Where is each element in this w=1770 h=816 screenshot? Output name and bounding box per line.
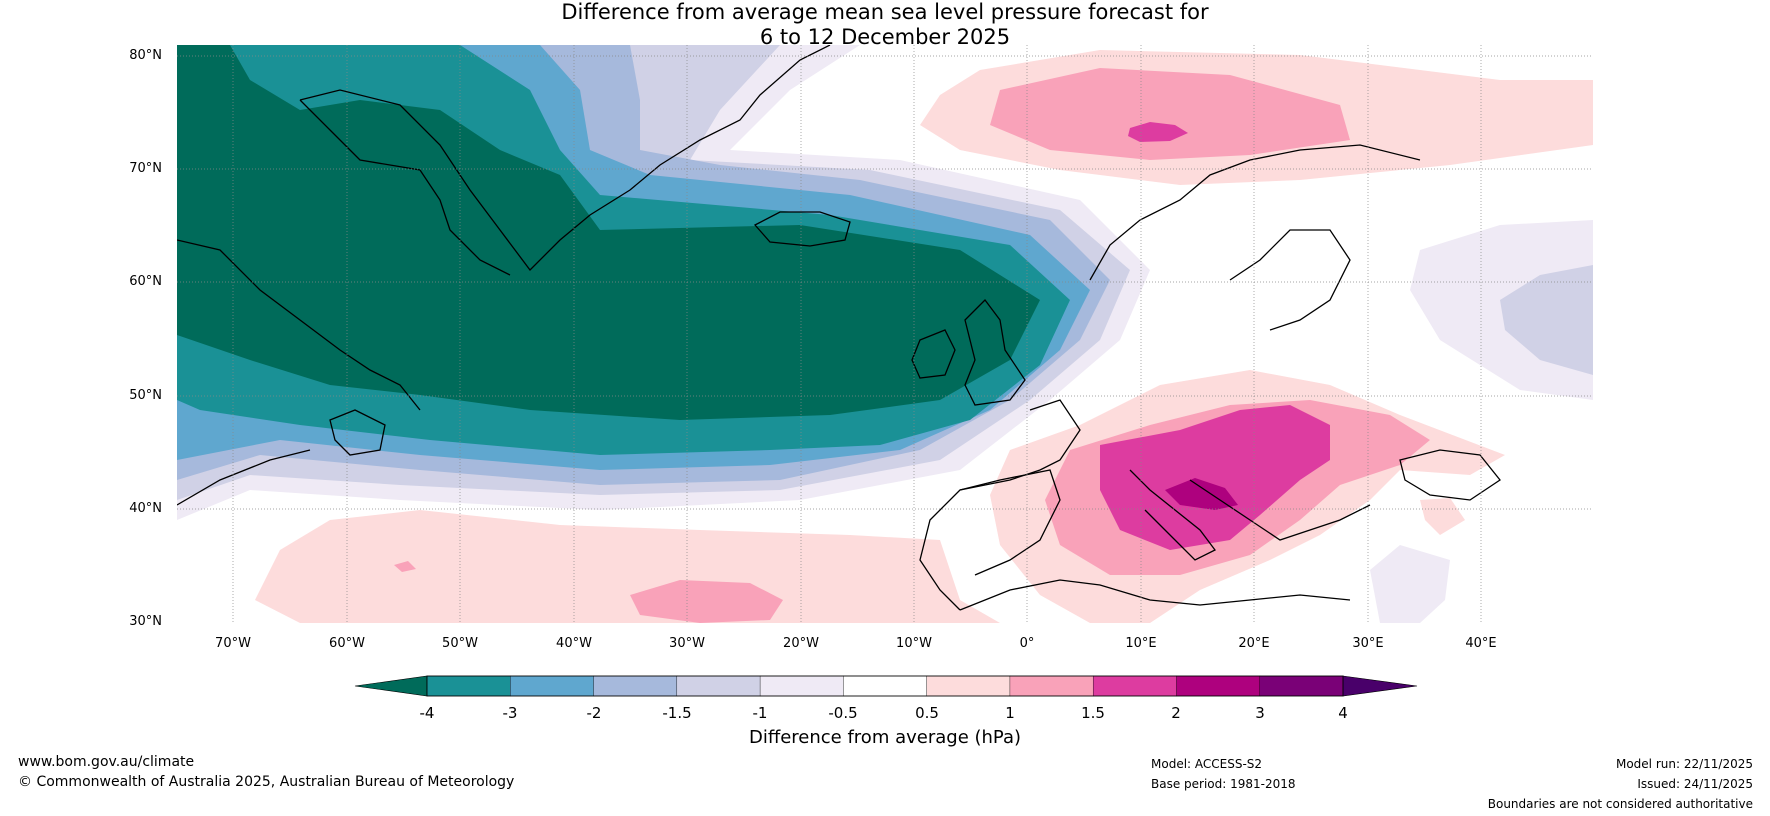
colorbar-extend-low xyxy=(354,675,428,697)
lat-label-80n: 80°N xyxy=(129,48,162,63)
nova-scotia-coast xyxy=(177,449,311,506)
colorbar-segment xyxy=(1092,675,1178,697)
lon-label-20w: 20°W xyxy=(783,636,819,651)
lon-label-40w: 40°W xyxy=(556,636,592,651)
map-plot-area xyxy=(177,45,1593,623)
colorbar-tick: -4 xyxy=(419,704,435,722)
colorbar-segment xyxy=(676,675,761,697)
colorbar-segment xyxy=(759,675,845,697)
colorbar-frame xyxy=(426,675,1344,697)
lon-label-10e: 10°E xyxy=(1125,636,1157,651)
contour-minus-1-5-east xyxy=(1500,265,1593,375)
contour-minus-0-5-southeast xyxy=(1370,545,1450,623)
colorbar-title: Difference from average (hPa) xyxy=(748,727,1022,748)
contour-plus-1-5-med xyxy=(1100,405,1330,550)
colorbar-segment xyxy=(1176,675,1261,697)
contour-plus-1-5-barents xyxy=(1128,122,1188,142)
colorbar xyxy=(354,675,1418,697)
italy-coast xyxy=(1129,469,1216,561)
lon-label-30e: 30°E xyxy=(1352,636,1384,651)
contour-plus-1-atlantic xyxy=(630,580,783,623)
colorbar-segment xyxy=(843,675,928,697)
lon-label-10w: 10°W xyxy=(896,636,932,651)
lat-label-40n: 40°N xyxy=(129,501,162,516)
lat-label-60n: 60°N xyxy=(129,274,162,289)
norway-coast xyxy=(1089,144,1421,281)
contour-plus-0-5-atlantic xyxy=(255,510,1000,623)
iceland-coast xyxy=(753,211,851,247)
greenland-coast xyxy=(299,45,831,271)
britain-coast xyxy=(964,299,1026,406)
lon-label-20e: 20°E xyxy=(1238,636,1270,651)
colorbar-segment xyxy=(926,675,1011,697)
colorbar-segment xyxy=(593,675,678,697)
issued-label: Issued: 24/11/2025 xyxy=(1637,777,1753,791)
colorbar-tick: 4 xyxy=(1338,704,1348,722)
colorbar-tick: 1 xyxy=(1005,704,1015,722)
base-period-label: Base period: 1981-2018 xyxy=(1151,777,1296,791)
lon-label-30w: 30°W xyxy=(669,636,705,651)
colorbar-tick: 2 xyxy=(1171,704,1181,722)
contour-plus-2-med xyxy=(1165,478,1238,510)
lon-label-50w: 50°W xyxy=(442,636,478,651)
colorbar-segment xyxy=(426,675,511,697)
north-africa-coast xyxy=(959,579,1351,611)
website-link[interactable]: www.bom.gov.au/climate xyxy=(18,754,195,770)
colorbar-tick: -1.5 xyxy=(662,704,692,722)
baltic-coast xyxy=(1229,229,1351,331)
lat-label-70n: 70°N xyxy=(129,161,162,176)
contour-plus-1-5-med-patch xyxy=(1420,498,1465,535)
lon-label-70w: 70°W xyxy=(215,636,251,651)
graticule xyxy=(177,45,1593,623)
colorbar-tick: -0.5 xyxy=(828,704,858,722)
lat-label-50n: 50°N xyxy=(129,388,162,403)
black-sea-coast xyxy=(1399,449,1501,501)
colorbar-segment xyxy=(1009,675,1094,697)
contour-minus-4 xyxy=(177,45,1040,420)
coastlines xyxy=(177,45,1501,611)
greenland-west-coast xyxy=(299,99,511,276)
colorbar-tick: -2 xyxy=(586,704,602,722)
balkans-coast xyxy=(1189,479,1371,541)
model-run-label: Model run: 22/11/2025 xyxy=(1615,757,1753,771)
lat-label-30n: 30°N xyxy=(129,614,162,629)
europe-west-coast xyxy=(919,399,1081,611)
colorbar-tick: 1.5 xyxy=(1081,704,1105,722)
model-label: Model: ACCESS-S2 xyxy=(1151,757,1263,771)
colorbar-tick: 0.5 xyxy=(915,704,939,722)
lon-label-40e: 40°E xyxy=(1465,636,1497,651)
contour-plus-1-small xyxy=(394,561,416,572)
disclaimer-text: Boundaries are not considered authoritat… xyxy=(1487,797,1753,811)
copyright-text: © Commonwealth of Australia 2025, Austra… xyxy=(18,774,515,790)
lon-label-0: 0° xyxy=(1019,636,1035,651)
colorbar-segment xyxy=(1259,675,1344,697)
map-title: Difference from average mean sea level p… xyxy=(0,0,1770,50)
colorbar-extend-high xyxy=(1342,675,1418,697)
ireland-coast xyxy=(911,329,956,379)
title-line-1: Difference from average mean sea level p… xyxy=(561,0,1209,24)
colorbar-tick: -1 xyxy=(752,704,768,722)
newfoundland-coast xyxy=(329,409,386,456)
contour-plus-1-barents xyxy=(990,68,1350,160)
labrador-coast xyxy=(177,239,421,411)
lon-label-60w: 60°W xyxy=(329,636,365,651)
iberia-coast xyxy=(959,469,1061,576)
colorbar-tick: 3 xyxy=(1255,704,1265,722)
colorbar-tick: -3 xyxy=(502,704,518,722)
colorbar-segment xyxy=(510,675,595,697)
